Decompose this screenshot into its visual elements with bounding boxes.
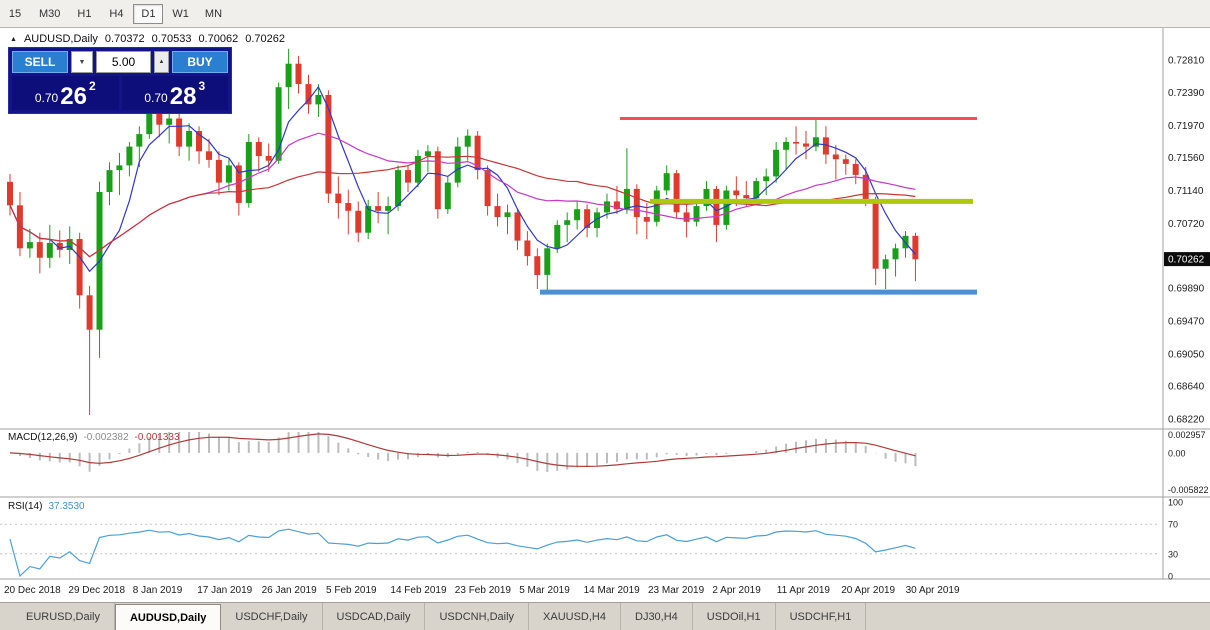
chart-tab-dj30-h4[interactable]: DJ30,H4 <box>621 603 693 630</box>
moving-average-line-ma-slow[interactable] <box>9 155 916 258</box>
price-axis-label: 0.68640 <box>1168 382 1205 393</box>
main-chart-panel[interactable] <box>7 48 977 415</box>
ohlc-high: 0.70533 <box>151 33 192 45</box>
date-axis-label: 5 Feb 2019 <box>326 585 377 596</box>
date-axis-label: 20 Apr 2019 <box>841 585 895 596</box>
chart-tab-usdchf-daily[interactable]: USDCHF,Daily <box>221 603 323 630</box>
date-axis-label: 29 Dec 2018 <box>68 585 125 596</box>
sell-price-display[interactable]: 0.70 26 2 <box>12 76 119 110</box>
date-axis-label: 14 Feb 2019 <box>390 585 447 596</box>
price-axis-label: 0.69890 <box>1168 284 1205 295</box>
volume-dropdown[interactable]: ▼ <box>71 51 93 73</box>
date-axis-label: 20 Dec 2018 <box>4 585 61 596</box>
date-axis-label: 2 Apr 2019 <box>712 585 761 596</box>
chart-tab-usdcnh-daily[interactable]: USDCNH,Daily <box>425 603 530 630</box>
macd-main-value: -0.002382 <box>83 432 129 443</box>
date-axis-label: 23 Feb 2019 <box>455 585 512 596</box>
date-axis-label: 26 Jan 2019 <box>262 585 317 596</box>
buy-price-big: 28 <box>169 83 197 110</box>
timeframe-button-h1[interactable]: H1 <box>77 7 92 20</box>
chart-tab-bar: EURUSD,Daily AUDUSD,Daily USDCHF,Daily USDC… <box>0 602 1210 630</box>
price-axis-label: 0.71140 <box>1168 186 1204 197</box>
chart-tab-usdchf-h1[interactable]: USDCHF,H1 <box>776 603 867 630</box>
ohlc-low: 0.70062 <box>198 33 239 45</box>
ohlc-open: 0.70372 <box>104 33 145 45</box>
price-axis-label: 0.69050 <box>1168 349 1205 360</box>
rsi-label: RSI(14) <box>8 501 43 512</box>
price-axis-label: 0.72810 <box>1168 55 1205 66</box>
date-axis-label: 30 Apr 2019 <box>906 585 960 596</box>
timeframe-toolbar: 15 M30 H1 H4 D1 W1 MN <box>0 0 1210 28</box>
date-axis-label: 14 Mar 2019 <box>584 585 641 596</box>
volume-increase-button[interactable]: ▲ <box>154 51 169 73</box>
one-click-trading-panel: SELL ▼ 5.00 ▲ BUY 0.70 26 2 0.70 28 3 <box>8 47 232 114</box>
chevron-up-icon: ▲ <box>158 59 165 65</box>
price-axis-label: 0.68220 <box>1168 414 1205 425</box>
chart-tab-eurusd-daily[interactable]: EURUSD,Daily <box>12 603 115 630</box>
rsi-axis-label: 30 <box>1168 549 1178 559</box>
moving-average-line-ma-fast[interactable] <box>9 85 916 273</box>
macd-axis-label: 0.00 <box>1168 448 1186 458</box>
rsi-header: RSI(14) 37.3530 <box>8 501 85 512</box>
price-axis-label: 0.71560 <box>1168 153 1205 164</box>
macd-axis-label: -0.005822 <box>1168 485 1209 495</box>
current-price-label: 0.70262 <box>1168 255 1205 266</box>
sell-button[interactable]: SELL <box>12 51 68 73</box>
sell-price-pip: 2 <box>88 79 96 93</box>
chart-tab-audusd-daily[interactable]: AUDUSD,Daily <box>114 604 222 630</box>
macd-signal-line <box>9 433 916 468</box>
chart-tab-usdoil-h1[interactable]: USDOil,H1 <box>693 603 776 630</box>
price-axis-label: 0.69470 <box>1168 317 1205 328</box>
timeframe-button-h4[interactable]: H4 <box>109 7 124 20</box>
rsi-axis-label: 100 <box>1168 498 1183 508</box>
up-triangle-icon: ▲ <box>10 35 17 43</box>
date-axis-label: 17 Jan 2019 <box>197 585 252 596</box>
chart-canvas[interactable]: 0.728100.723900.719700.715600.711400.707… <box>0 28 1210 602</box>
buy-button[interactable]: BUY <box>172 51 228 73</box>
date-axis-label: 11 Apr 2019 <box>777 585 831 596</box>
chart-tab-usdcad-daily[interactable]: USDCAD,Daily <box>323 603 426 630</box>
price-axis-label: 0.70720 <box>1168 219 1205 230</box>
macd-axis-label: 0.002957 <box>1168 430 1206 440</box>
timeframe-button-d1[interactable]: D1 <box>133 3 164 24</box>
date-axis[interactable]: 20 Dec 2018 29 Dec 2018 8 Jan 2019 17 Jan 2… <box>4 585 960 596</box>
buy-price-display[interactable]: 0.70 28 3 <box>121 76 228 110</box>
macd-label: MACD(12,26,9) <box>8 432 78 443</box>
timeframe-button-15[interactable]: 15 <box>8 7 22 20</box>
buy-price-base: 0.70 <box>144 91 168 105</box>
rsi-axis-label: 70 <box>1168 520 1178 530</box>
macd-signal-value: -0.001333 <box>134 432 180 443</box>
price-axis[interactable]: 0.72810 0.72390 0.71970 0.71560 0.71140 0.707… <box>1164 55 1210 582</box>
rsi-axis-label: 0 <box>1168 572 1173 582</box>
rsi-value: 37.3530 <box>48 501 85 512</box>
rsi-line <box>9 528 916 578</box>
date-axis-label: 23 Mar 2019 <box>648 585 705 596</box>
date-axis-label: 8 Jan 2019 <box>133 585 183 596</box>
timeframe-button-mn[interactable]: MN <box>204 7 223 20</box>
chevron-down-icon: ▼ <box>78 58 86 66</box>
price-axis-label: 0.71970 <box>1168 121 1205 132</box>
macd-header: MACD(12,26,9) -0.002382 -0.001333 <box>8 432 180 443</box>
timeframe-button-w1[interactable]: W1 <box>172 7 189 20</box>
volume-input[interactable]: 5.00 <box>96 51 151 73</box>
chart-symbol-label: AUDUSD,Daily <box>23 33 98 45</box>
date-axis-label: 5 Mar 2019 <box>519 585 570 596</box>
rsi-panel[interactable] <box>0 523 1160 578</box>
ohlc-close: 0.70262 <box>245 33 285 45</box>
macd-panel[interactable] <box>9 432 917 472</box>
buy-price-pip: 3 <box>198 79 206 93</box>
sell-price-big: 26 <box>60 83 87 110</box>
price-axis-label: 0.72390 <box>1168 88 1205 99</box>
timeframe-button-m30[interactable]: M30 <box>39 7 61 20</box>
chart-tab-xauusd-h4[interactable]: XAUUSD,H4 <box>529 603 621 630</box>
sell-price-base: 0.70 <box>34 91 59 105</box>
current-price-badge <box>1164 252 1210 267</box>
chart-ohlc-header: ▲ AUDUSD,Daily 0.70372 0.70533 0.70062 0… <box>10 33 285 45</box>
